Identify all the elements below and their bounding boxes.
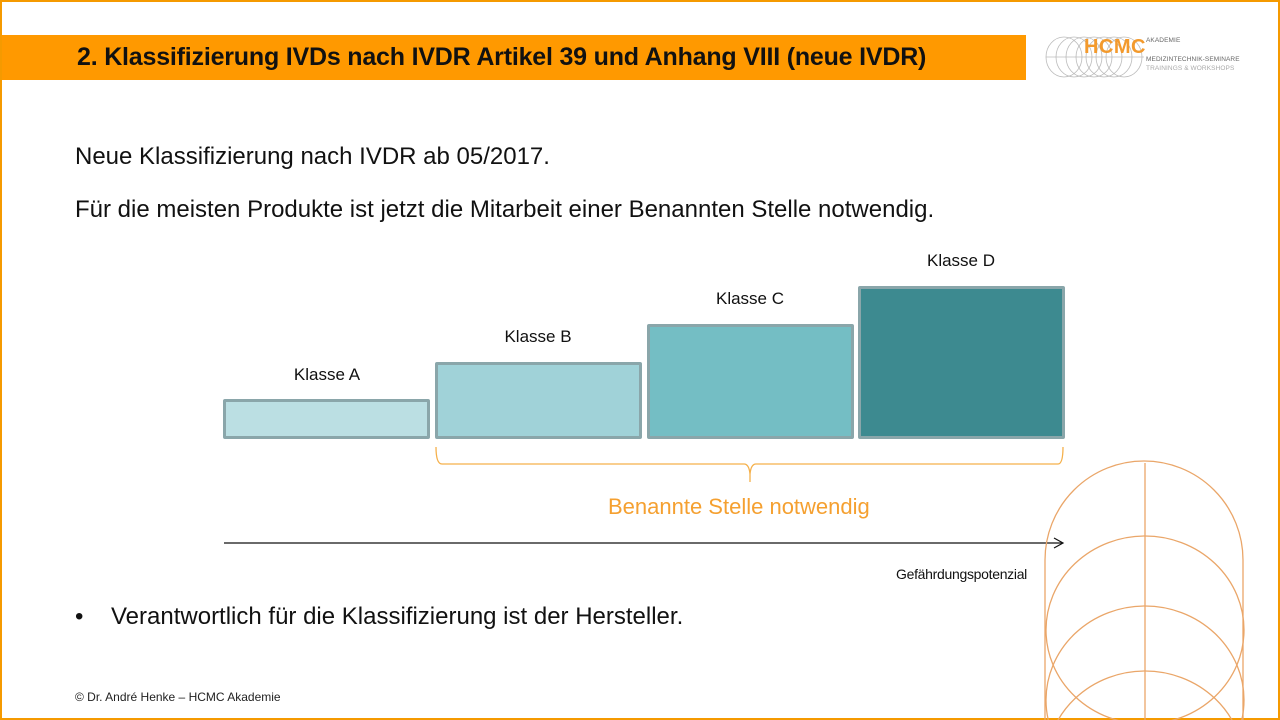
hcmc-logo: HCMC AKADEMIE MEDIZINTECHNIK-SEMINARE TR… [1044, 34, 1249, 80]
class-c-bar [647, 324, 854, 439]
arrow-head-icon [1053, 537, 1065, 549]
risk-axis-label: Gefährdungspotenzial [896, 566, 1027, 582]
class-a-label: Klasse A [293, 365, 361, 384]
logo-brand: HCMC [1084, 36, 1146, 58]
slide-title: 2. Klassifizierung IVDs nach IVDR Artike… [77, 43, 927, 71]
paragraph-1: Neue Klassifizierung nach IVDR ab 05/201… [75, 143, 550, 170]
title-bar: 2. Klassifizierung IVDs nach IVDR Artike… [2, 35, 1026, 80]
bullet-text: Verantwortlich für die Klassifizierung i… [111, 603, 684, 630]
class-b-bar [435, 362, 642, 439]
footer-copyright: © Dr. André Henke – HCMC Akademie [75, 690, 281, 704]
logo-line-2: MEDIZINTECHNIK-SEMINARE [1146, 56, 1240, 63]
class-d-bar [858, 286, 1065, 439]
class-d-label: Klasse D [926, 251, 996, 270]
decorative-rings [1044, 460, 1245, 720]
bullet-item: • Verantwortlich für die Klassifizierung … [75, 603, 683, 631]
bullet-icon: • [75, 603, 84, 630]
class-a-bar [223, 399, 430, 439]
logo-rings-icon [1045, 36, 1144, 78]
class-c-label: Klasse C [715, 289, 785, 308]
paragraph-2: Für die meisten Produkte ist jetzt die M… [75, 196, 935, 223]
brace-shape [435, 446, 1064, 482]
logo-line-3: TRAININGS & WORKSHOPS [1146, 65, 1235, 72]
logo-line-1: AKADEMIE [1146, 37, 1181, 44]
notified-body-label: Benannte Stelle notwendig [608, 494, 870, 519]
class-b-label: Klasse B [504, 327, 572, 346]
